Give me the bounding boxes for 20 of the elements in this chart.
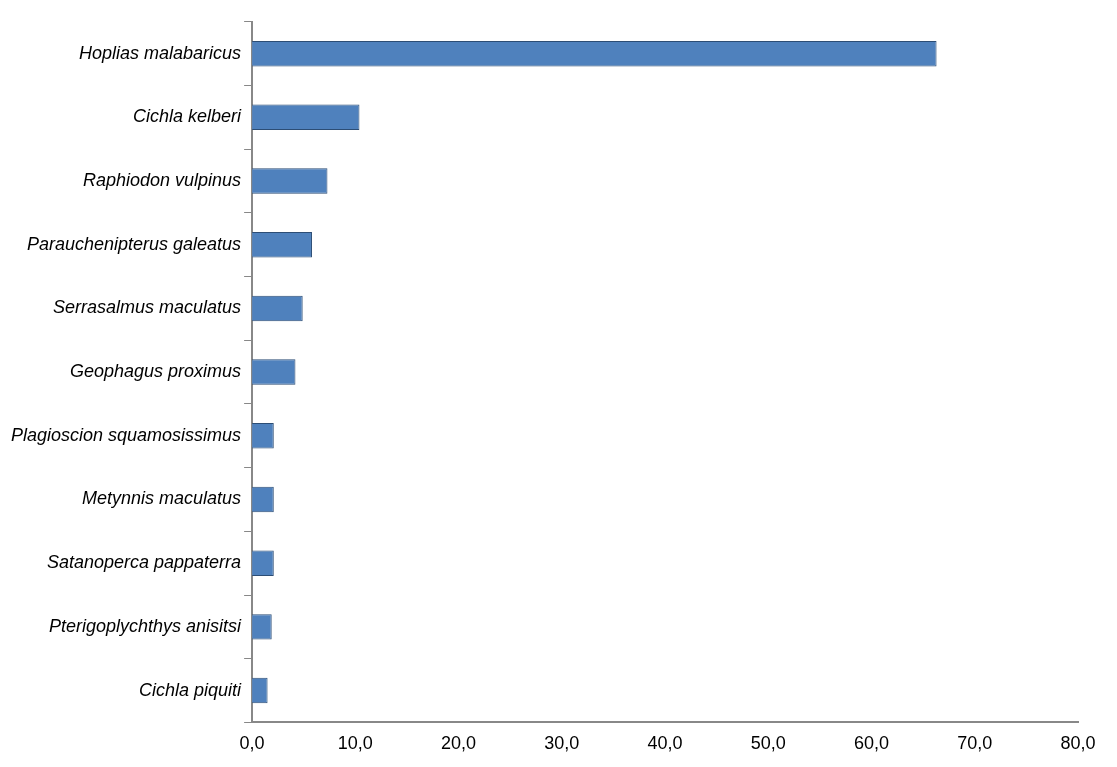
x-tick-label: 50,0 [750,733,786,754]
y-tick-label: Pterigoplychthys anisitsi [49,615,243,636]
x-tick-label: 10,0 [337,733,373,754]
y-tick-label: Cichla kelberi [133,106,243,127]
y-tick-label: Serrasalmus maculatus [53,297,242,318]
y-tick-label: Metynnis maculatus [82,488,242,509]
x-tick-label: 70,0 [957,733,993,754]
y-tick-label: Satanoperca pappaterra [46,552,242,573]
x-tick-label: 80,0 [1060,733,1096,754]
y-tick-label: Raphiodon vulpinus [82,170,242,191]
x-tick-label: 40,0 [647,733,683,754]
y-tick-label: Plagioscion squamosissimus [10,424,242,445]
y-tick-label: Parauchenipterus galeatus [26,233,242,254]
y-tick-label: Geophagus proximus [69,361,242,382]
y-tick-label: Hoplias malabaricus [79,42,242,63]
x-tick-label: 20,0 [441,733,477,754]
x-tick-label: 0,0 [239,733,265,754]
x-tick-label: 30,0 [544,733,580,754]
x-tick-label: 60,0 [854,733,890,754]
y-tick-label: Cichla piquiti [139,679,243,700]
